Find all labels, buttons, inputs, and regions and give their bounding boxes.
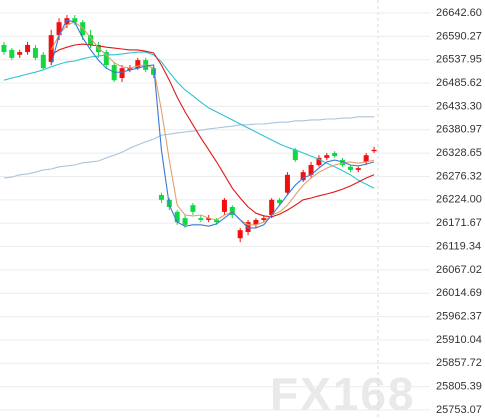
y-tick-label: 26276.32 [436,170,482,182]
y-tick-label: 25753.07 [436,404,482,416]
candle-body [25,44,31,53]
candle-body [363,155,369,162]
y-tick-label: 26014.69 [436,287,482,299]
y-tick-label: 26537.95 [436,54,482,66]
ma-line [3,51,375,189]
candle-body [40,54,46,69]
candle-body [17,52,23,55]
candle-body [355,168,361,170]
y-tick-label: 25962.37 [436,310,482,322]
candle-body [237,230,243,239]
watermark: FX168 [270,368,416,420]
candle-body [119,68,125,78]
candle-body [229,206,235,215]
candle-body [48,35,54,62]
y-tick-label: 26119.34 [436,240,481,252]
candle-body [269,199,275,215]
candle-body [347,166,353,170]
candle-body [198,218,204,220]
candle-body [332,152,338,157]
y-tick-label: 26485.62 [436,77,482,89]
candle-body [261,218,267,220]
candle-body [32,48,38,58]
candle-body [206,218,212,220]
candle-body [127,68,133,70]
candle-body [103,52,109,66]
ma-line [50,21,375,226]
candle-body [277,199,283,203]
ma-line [50,19,375,229]
candle-body [64,18,70,25]
y-tick-label: 26328.65 [436,147,482,159]
candle-body [174,211,180,223]
y-tick-label: 26171.67 [436,217,482,229]
y-tick-label: 26433.30 [436,100,482,112]
candle-body [221,199,227,212]
candle-body [72,18,78,23]
y-tick-label: 25857.72 [436,357,482,369]
candle-body [9,49,15,58]
ma-line [3,116,375,179]
candle-body [300,172,306,181]
candle-body [371,149,377,152]
candle-body [316,157,322,166]
candle-body [214,219,220,223]
y-tick-label: 26224.00 [436,194,482,206]
candle-body [88,35,94,45]
y-tick-label: 25910.04 [436,334,482,346]
candle-body [190,205,196,212]
y-tick-label: 26067.02 [436,264,482,276]
candle-body [324,155,330,158]
ma-line [50,43,375,218]
y-tick-label: 26380.97 [436,124,482,136]
y-tick-label: 26590.27 [436,30,482,42]
candle-body [284,174,290,193]
candle-body [340,160,346,166]
candle-body [151,68,157,75]
candle-body [292,149,298,161]
candle-body [158,194,164,200]
candle-body [253,219,259,225]
y-tick-label: 26642.60 [436,7,482,19]
candle-body [56,22,62,36]
candle-body [308,165,314,175]
candle-body [135,60,141,69]
candle-body [1,44,7,53]
candle-body [182,218,188,225]
y-tick-label: 25805.39 [436,381,482,393]
candle-body [245,222,251,232]
